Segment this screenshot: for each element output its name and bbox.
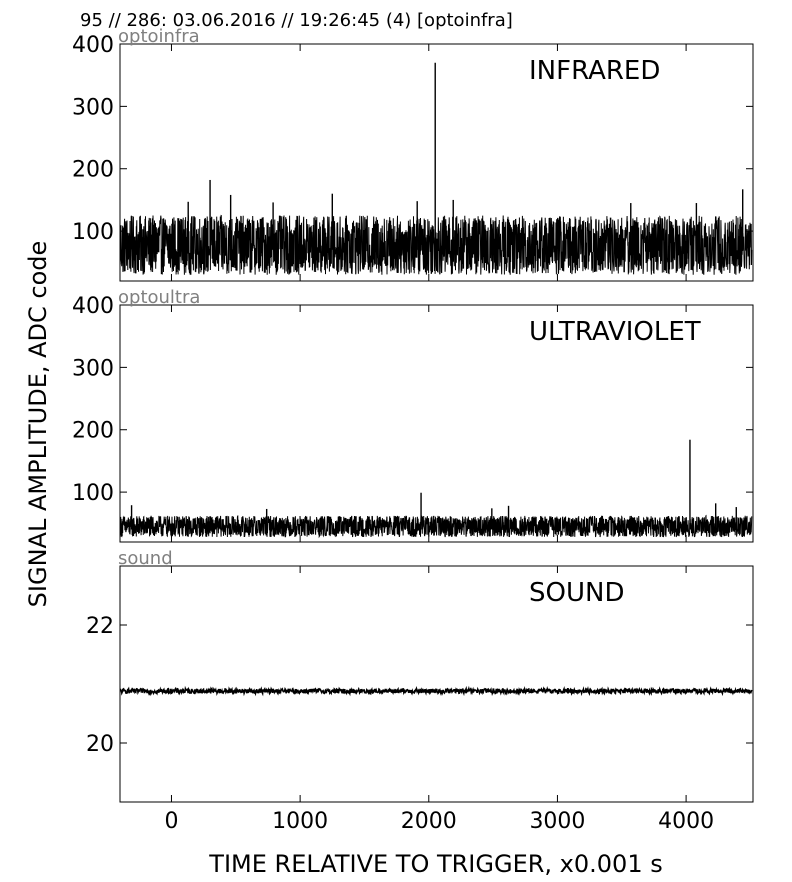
xtick-label-0: 0 (164, 809, 178, 834)
ytick-label-sound-22: 22 (86, 614, 114, 639)
channel-label-sound: sound (118, 548, 173, 569)
figure-header-title: 95 // 286: 03.06.2016 // 19:26:45 (4) [o… (80, 10, 513, 31)
panel-sound: 20 22 0 1000 2000 3000 4000 sound SOUND (86, 548, 754, 834)
channel-label-optoinfra: optoinfra (118, 26, 200, 47)
plot-frame-sound (119, 565, 754, 803)
ytick-label-optoultra-400: 400 (72, 294, 114, 319)
ytick-label-sound-20: 20 (86, 732, 114, 757)
series-trace-sound (120, 685, 753, 697)
plot-frame-optoultra (119, 304, 754, 543)
panel-title-sound: SOUND (529, 578, 624, 608)
ytick-label-optoinfra-100: 100 (72, 220, 114, 245)
ytick-label-optoultra-300: 300 (72, 356, 114, 381)
x-axis-label: TIME RELATIVE TO TRIGGER, x0.001 s (208, 850, 662, 878)
ytick-label-optoinfra-400: 400 (72, 33, 114, 58)
series-trace-optoinfra (120, 214, 753, 275)
panel-title-optoinfra: INFRARED (529, 56, 660, 86)
xtick-label-2000: 2000 (401, 809, 457, 834)
panel-title-optoultra: ULTRAVIOLET (529, 317, 701, 347)
plot-frame-optoinfra (119, 43, 754, 282)
xtick-label-4000: 4000 (658, 809, 714, 834)
ytick-label-optoinfra-300: 300 (72, 95, 114, 120)
ytick-label-optoultra-200: 200 (72, 419, 114, 444)
ytick-label-optoultra-100: 100 (72, 481, 114, 506)
channel-label-optoultra: optoultra (118, 287, 200, 308)
panel-optoinfra: 100 200 300 400 optoinfra INFRARED (72, 26, 754, 282)
xtick-label-1000: 1000 (272, 809, 328, 834)
series-trace-optoultra (120, 514, 753, 539)
panel-optoultra: 100 200 300 400 optoultra ULTRAVIOLET (72, 287, 754, 543)
y-axis-label: SIGNAL AMPLITUDE, ADC code (24, 241, 52, 608)
ytick-label-optoinfra-200: 200 (72, 158, 114, 183)
xtick-label-3000: 3000 (529, 809, 585, 834)
